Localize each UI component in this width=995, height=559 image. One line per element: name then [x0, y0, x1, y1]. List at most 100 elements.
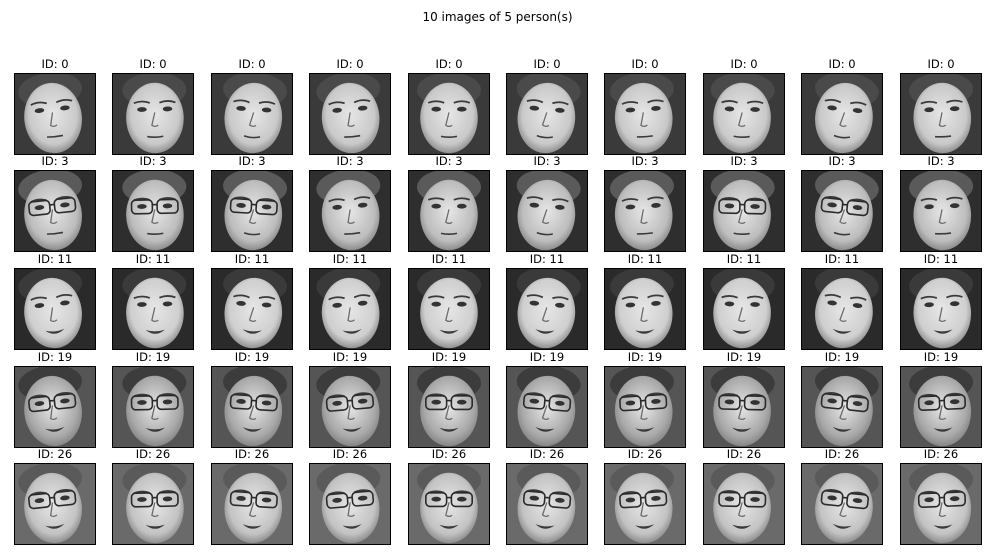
face-image-drawing	[15, 269, 95, 349]
nose-shape	[738, 112, 746, 128]
left-eyebrow	[621, 198, 639, 202]
nose-shape	[248, 209, 257, 225]
face-image	[703, 463, 785, 545]
face-image-drawing	[507, 171, 587, 251]
face-image-drawing	[212, 367, 292, 447]
nose-shape	[151, 209, 159, 225]
face-image	[703, 73, 785, 155]
left-eyebrow	[133, 100, 151, 105]
mouth-shape	[145, 427, 165, 432]
image-title: ID: 3	[631, 154, 659, 168]
image-title: ID: 0	[435, 57, 463, 71]
right-eyebrow	[946, 294, 963, 299]
face-image-drawing	[409, 367, 489, 447]
nose-shape	[839, 307, 847, 323]
left-eye	[827, 398, 837, 404]
face-image	[801, 170, 883, 252]
nose-shape	[151, 405, 159, 421]
right-eye	[261, 302, 272, 308]
mouth-shape	[933, 329, 953, 334]
face-image	[211, 268, 293, 350]
face-image	[900, 170, 982, 252]
face-image-drawing	[113, 269, 193, 349]
glasses-left-lens	[522, 490, 546, 507]
face-image	[900, 73, 982, 155]
image-title: ID: 3	[139, 154, 167, 168]
nose-shape	[839, 209, 847, 225]
glasses-bridge	[49, 399, 55, 402]
glasses-left-lens	[820, 490, 844, 507]
left-eye	[625, 204, 636, 210]
nose-shape	[541, 209, 550, 225]
mouth-shape	[636, 135, 653, 138]
left-eye	[137, 400, 147, 405]
nose-shape	[938, 502, 947, 518]
glasses-left-lens	[28, 395, 51, 413]
nose-shape	[640, 502, 648, 518]
mouth-shape	[733, 232, 750, 235]
nose-shape	[640, 112, 648, 128]
face-image	[506, 170, 588, 252]
right-eye	[651, 398, 661, 404]
mouth-shape	[636, 232, 653, 235]
right-eye	[555, 302, 565, 308]
mouth-shape	[935, 135, 952, 138]
left-eye	[724, 106, 735, 112]
mouth-shape	[440, 232, 458, 235]
face-image-drawing	[704, 367, 784, 447]
mouth-shape	[635, 427, 655, 432]
nose-shape	[445, 502, 453, 518]
right-eye	[457, 106, 467, 112]
face-image	[309, 73, 391, 155]
nose-shape	[738, 405, 746, 421]
glasses-right-lens	[351, 490, 375, 507]
glasses-left-lens	[325, 395, 349, 412]
image-title: ID: 19	[135, 350, 171, 364]
image-title: ID: 19	[726, 350, 762, 364]
right-eye	[357, 105, 368, 111]
nose-shape	[445, 112, 453, 128]
glasses-right-lens	[156, 394, 179, 411]
glasses-bridge	[842, 399, 848, 402]
left-eye	[236, 398, 246, 404]
face-image	[604, 170, 686, 252]
face-image	[703, 170, 785, 252]
left-eye	[924, 302, 934, 308]
mouth-shape	[635, 329, 655, 334]
face-image-drawing	[802, 464, 882, 544]
image-title: ID: 26	[135, 447, 171, 461]
right-eye	[162, 106, 173, 112]
image-title: ID: 19	[627, 350, 663, 364]
nose-shape	[49, 307, 58, 323]
mouth-shape	[535, 523, 555, 529]
nose-shape	[541, 307, 550, 323]
glasses-left-lens	[425, 395, 448, 411]
left-eye	[332, 302, 342, 308]
mouth-shape	[635, 524, 655, 529]
left-eye	[529, 398, 540, 404]
left-eye	[332, 107, 342, 113]
image-title: ID: 11	[37, 252, 73, 266]
left-eye	[236, 202, 246, 208]
face-image	[309, 268, 391, 350]
nose-shape	[738, 502, 746, 518]
mouth-shape	[535, 328, 555, 334]
left-eye	[431, 496, 441, 502]
nose-shape	[839, 405, 847, 421]
image-title: ID: 26	[37, 447, 73, 461]
right-eye	[651, 300, 661, 306]
face-image-drawing	[901, 269, 981, 349]
image-title: ID: 19	[431, 350, 467, 364]
face-image-drawing	[409, 171, 489, 251]
mouth-shape	[45, 328, 65, 334]
face-image	[801, 463, 883, 545]
face-image	[506, 73, 588, 155]
left-eye	[724, 496, 735, 502]
right-eye	[261, 204, 272, 210]
face-image	[801, 268, 883, 350]
left-eye	[431, 399, 441, 405]
face-image	[506, 463, 588, 545]
glasses-left-lens	[425, 492, 448, 508]
face-image-drawing	[704, 464, 784, 544]
